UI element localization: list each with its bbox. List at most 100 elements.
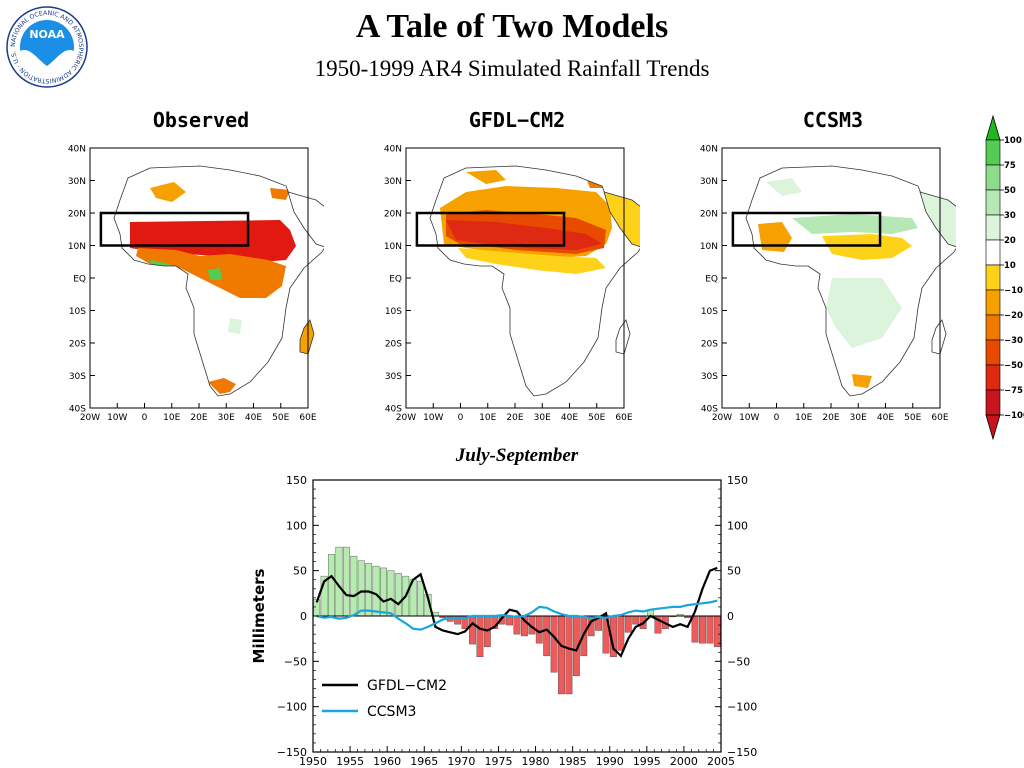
lat-tick-label: EQ (389, 275, 402, 285)
trend-patch-3 (270, 188, 290, 200)
colorbar-swatch (985, 264, 1001, 291)
lat-tick-label: 40N (68, 145, 86, 155)
observed-bar (380, 567, 387, 617)
observed-bar (350, 555, 358, 617)
y-tick-label-left: −100 (277, 701, 307, 714)
trend-patch-4 (826, 278, 902, 348)
x-tick-label: 2005 (707, 755, 735, 768)
lat-tick-label: 40S (701, 405, 718, 415)
observed-bar (565, 615, 573, 695)
lat-tick-label: 40S (69, 405, 86, 415)
timeseries-chart: 150 150 100 100 50 50 0 0 −50 −50 −100 −100 −150 −150… (250, 474, 757, 768)
lon-tick-label: 30E (534, 413, 551, 423)
x-tick-label: 1965 (410, 755, 438, 768)
lat-tick-label: 20N (700, 210, 718, 220)
observed-bar (550, 615, 558, 673)
lat-tick-label: 10N (700, 242, 718, 252)
lat-tick-label: 10S (701, 307, 718, 317)
x-tick-label: 1980 (522, 755, 550, 768)
observed-bar (469, 615, 476, 645)
observed-bar (713, 615, 721, 648)
lat-tick-label: 20S (69, 340, 86, 350)
observed-bar (624, 615, 632, 633)
x-tick-label: 1985 (559, 755, 587, 768)
trend-patch-1 (822, 234, 912, 260)
rainfall-trend-fill (130, 182, 296, 394)
colorbar-swatch (985, 214, 1001, 241)
lat-tick-label: 30N (700, 177, 718, 187)
map-title-observed: Observed (152, 108, 250, 132)
ccsm3-line (316, 599, 718, 631)
colorbar-tick-label: 100 (1004, 136, 1022, 146)
lon-tick-label: 30E (850, 413, 867, 423)
lon-tick-label: 40E (877, 413, 894, 423)
lat-tick-label: 40N (384, 145, 402, 155)
lon-tick-label: 60E (931, 413, 948, 423)
colorbar-tick-label: 75 (1004, 161, 1016, 171)
x-tick-label: 1950 (299, 755, 327, 768)
y-tick-label-right: −150 (727, 746, 757, 759)
page-subtitle: 1950-1999 AR4 Simulated Rainfall Trends (314, 56, 710, 81)
observed-bar (328, 554, 335, 617)
colorbar-swatch (985, 239, 1001, 266)
chart-title: July-September (455, 445, 579, 466)
trend-patch-4 (466, 170, 506, 184)
sahel-box (99, 211, 250, 247)
observed-bar (513, 615, 521, 635)
trend-patch-6 (766, 178, 802, 196)
lat-tick-label: EQ (705, 275, 718, 285)
lat-tick-label: 20S (385, 340, 402, 350)
x-tick-label: 1960 (373, 755, 401, 768)
observed-bar (342, 546, 350, 617)
lon-tick-label: 50E (272, 413, 289, 423)
y-axis-label: Millimeters (250, 568, 268, 663)
lon-tick-label: 50E (904, 413, 921, 423)
observed-bar (691, 615, 699, 643)
y-tick-label-left: −150 (277, 746, 307, 759)
x-tick-label: 1990 (596, 755, 624, 768)
lon-tick-label: 30E (218, 413, 235, 423)
observed-bar (417, 581, 424, 617)
observed-bar (372, 565, 380, 617)
colorbar-tick-label: −50 (1004, 361, 1023, 371)
lat-tick-label: 10N (384, 242, 402, 252)
sahel-box (731, 211, 882, 247)
lon-tick-label: 0 (774, 413, 780, 423)
observed-bar (699, 615, 706, 644)
lon-tick-label: 10E (795, 413, 812, 423)
lon-tick-label: 20W (80, 413, 100, 423)
lat-tick-label: 20N (68, 210, 86, 220)
map-title-gfdl: GFDL−CM2 (468, 108, 566, 132)
observed-bar (706, 615, 714, 644)
lon-tick-label: 40E (245, 413, 262, 423)
lon-tick-label: 60E (615, 413, 632, 423)
colorbar-tick-label: −20 (1004, 311, 1023, 321)
legend-label: CCSM3 (367, 704, 416, 720)
y-tick-label-right: 0 (727, 610, 734, 623)
lat-tick-label: 40S (385, 405, 402, 415)
lat-tick-label: 10N (68, 242, 86, 252)
trend-patch-5 (852, 374, 872, 388)
observed-bar (387, 570, 395, 617)
y-tick-label-left: 0 (300, 610, 307, 623)
trend-patch-6 (208, 268, 222, 280)
lat-tick-label: EQ (73, 275, 86, 285)
noaa-logo: NATIONAL OCEANIC AND ATMOSPHERIC ADMINIS… (6, 6, 88, 88)
y-tick-label-right: 150 (727, 474, 748, 487)
coastline-arabia (919, 191, 956, 248)
trend-patch-2 (792, 214, 918, 234)
lat-tick-label: 30S (701, 372, 718, 382)
y-tick-label-left: −50 (284, 655, 307, 668)
colorbar-swatch (985, 314, 1001, 341)
legend-label: GFDL−CM2 (367, 678, 447, 694)
x-tick-label: 1970 (447, 755, 475, 768)
observed-bar (543, 615, 551, 657)
observed-bar (632, 615, 640, 625)
lat-tick-label: 10S (385, 307, 402, 317)
lat-tick-label: 30N (68, 177, 86, 187)
